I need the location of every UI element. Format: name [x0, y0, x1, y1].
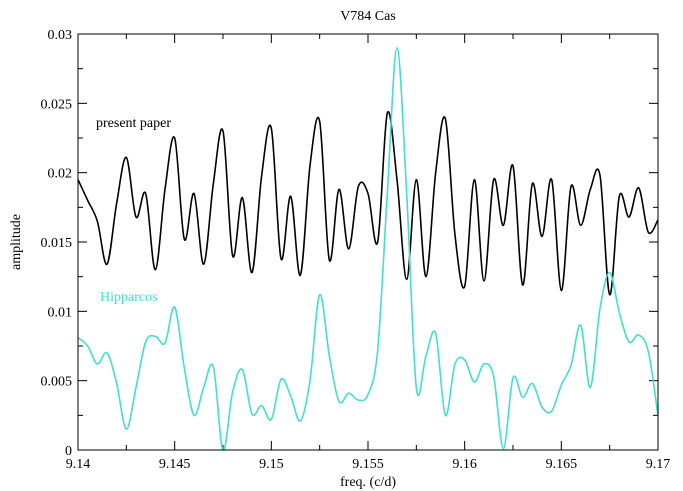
- y-tick-label: 0.02: [48, 167, 73, 182]
- x-tick-label: 9.165: [546, 457, 578, 472]
- y-tick-label: 0.015: [41, 236, 73, 251]
- ticks-layer: 9.14 9.145 9.15 9.155 9.16 9.165 9.17 0 0.005 0.0…: [41, 28, 671, 472]
- series-layer: [77, 47, 659, 451]
- annotation-present-paper: present paper: [96, 116, 171, 131]
- x-axis-label: freq. (c/d): [340, 475, 396, 490]
- y-tick-label: 0.025: [41, 97, 73, 112]
- y-tick-label: 0.03: [48, 28, 73, 43]
- series-line-hipparcos: [77, 47, 659, 451]
- y-axis-label: amplitude: [9, 214, 24, 270]
- annotation-hipparcos: Hipparcos: [100, 290, 158, 305]
- plot-frame: [77, 33, 659, 451]
- x-tick-label: 9.14: [66, 457, 91, 472]
- series-line-present-paper: [77, 110, 659, 296]
- x-tick-label: 9.17: [646, 457, 671, 472]
- x-tick-label: 9.16: [452, 457, 477, 472]
- y-tick-label: 0: [65, 444, 72, 459]
- y-tick-label: 0.005: [41, 375, 73, 390]
- x-tick-label: 9.145: [159, 457, 191, 472]
- y-tick-label: 0.01: [48, 305, 73, 320]
- x-tick-label: 9.15: [259, 457, 284, 472]
- chart-title: V784 Cas: [340, 9, 396, 24]
- x-tick-label: 9.155: [352, 457, 384, 472]
